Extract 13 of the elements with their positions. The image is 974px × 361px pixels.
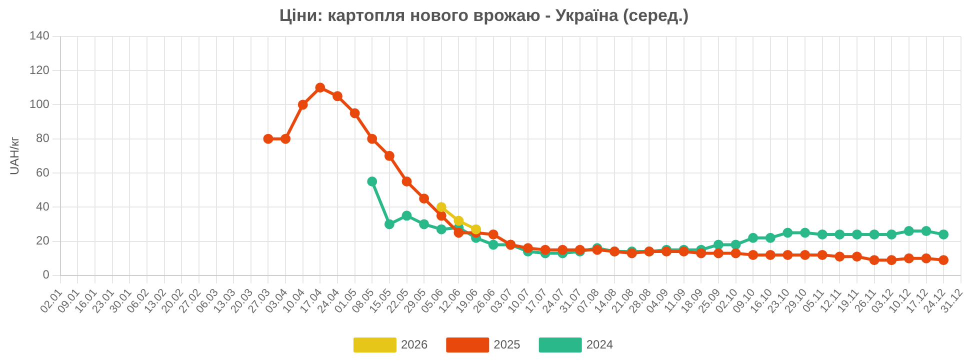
y-tick-label: 0 <box>42 268 50 282</box>
y-tick-label: 40 <box>36 199 50 214</box>
y-tick-label: 100 <box>29 97 50 112</box>
legend-label: 2024 <box>586 337 614 352</box>
y-axis-title: UAH/кг <box>8 136 22 176</box>
y-tick-label: 120 <box>29 62 50 77</box>
legend-label: 2025 <box>494 337 521 352</box>
y-tick-label: 20 <box>36 234 50 248</box>
chart-title: Ціни: картопля нового врожаю - Україна (серед.) <box>279 6 689 25</box>
y-tick-label: 80 <box>36 131 50 146</box>
y-tick-label: 140 <box>29 28 50 43</box>
legend-label: 2026 <box>400 337 428 352</box>
y-tick-label: 60 <box>36 165 50 180</box>
